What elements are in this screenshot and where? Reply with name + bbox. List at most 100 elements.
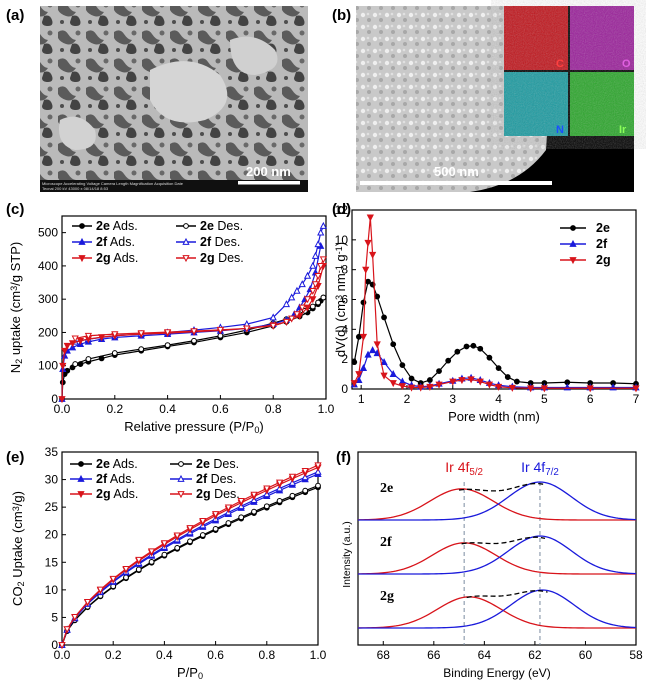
x-tick-label: 68 [377, 648, 391, 662]
x-tick-label: 0.8 [258, 648, 275, 662]
x-tick-label: 3 [449, 392, 456, 406]
data-point [351, 359, 358, 366]
panel-label-c: (c) [6, 201, 24, 218]
data-point [289, 492, 296, 499]
data-point [282, 300, 291, 308]
data-point [111, 350, 118, 356]
data-point [238, 514, 245, 521]
panel-label-a: (a) [6, 7, 24, 24]
sem-eds-image: C O N Ir 500 nm [356, 6, 634, 192]
legend-entry: 2e Des. [196, 457, 239, 471]
data-point [61, 347, 69, 355]
data-point [216, 326, 225, 334]
series-line [61, 297, 324, 400]
data-point [435, 381, 443, 389]
data-point [514, 378, 520, 385]
data-point [96, 586, 105, 594]
tem-info-values: Tecnai 200 kV 43000 x 08/14/18 8:53 [42, 186, 109, 191]
data-point [317, 228, 325, 236]
data-point [293, 286, 301, 294]
legend-entry: 2f Des. [196, 472, 236, 486]
data-point [309, 296, 317, 304]
data-point [355, 375, 363, 383]
sem-scale-bar [360, 181, 552, 185]
data-point [586, 385, 594, 393]
data-point [76, 337, 85, 345]
data-point [426, 377, 433, 383]
data-point [389, 380, 397, 388]
data-point [309, 303, 316, 310]
series-line [353, 280, 637, 385]
data-point [135, 566, 142, 573]
data-point [263, 503, 270, 510]
data-point [563, 383, 571, 391]
sample-label: 2e [380, 481, 393, 496]
data-point [138, 346, 145, 352]
legend-marker [569, 239, 577, 247]
x-tick-label: 2 [404, 392, 411, 406]
series-line [61, 464, 319, 646]
legend-marker [177, 474, 185, 482]
data-point [445, 357, 452, 364]
legend-entry: 2f [596, 237, 608, 251]
data-point [355, 333, 362, 340]
data-point [309, 287, 317, 295]
x-axis-label: Binding Energy (eV) [443, 666, 550, 680]
data-point [301, 467, 309, 475]
data-point [458, 377, 466, 385]
data-point [317, 263, 325, 270]
data-point [288, 293, 296, 301]
legend-entry: 2e Des. [200, 219, 243, 233]
panel-label-d: (d) [332, 201, 351, 218]
tem-scale-label: 200 nm [246, 164, 291, 179]
envelope-fit [466, 590, 548, 599]
data-point [164, 342, 171, 348]
data-point [609, 383, 617, 391]
legend-marker [177, 491, 185, 499]
data-point [190, 328, 198, 336]
x-axis-label: Pore width (nm) [448, 409, 540, 424]
data-point [319, 256, 327, 264]
legend-entry: 2g Ads. [96, 487, 138, 501]
data-point [250, 491, 258, 499]
data-point [293, 311, 301, 319]
x-tick-label: 4 [495, 392, 502, 406]
data-point [454, 348, 461, 355]
data-point [359, 364, 368, 372]
data-point [365, 278, 371, 285]
y-axis-label: Intensity (a.u.) [341, 521, 353, 588]
legend-marker [78, 461, 84, 467]
x-tick-label: 0.4 [156, 648, 173, 662]
data-point [71, 614, 79, 622]
y-tick-label: 35 [45, 445, 59, 459]
y-axis-label: dV(d) (cm3 nm-1 g-1) [333, 242, 348, 357]
legend-entry: 2f Ads. [96, 235, 135, 249]
x-axis-label: P/P0 [177, 665, 203, 681]
data-point [463, 343, 470, 350]
x-tick-label: 0.2 [105, 648, 122, 662]
plot-frame [61, 451, 319, 646]
sample-label: 2f [380, 535, 392, 550]
x-tick-label: 64 [478, 648, 492, 662]
ir-4f72-component [358, 481, 637, 521]
chart-co2-isotherm: 0.0 0.2 0.4 0.6 0.8 1.0 0 5 10 15 20 25 30 35 P/P0 CO2 … [10, 445, 327, 681]
y-tick-label: 10 [335, 233, 349, 247]
x-axis-label: Relative pressure (P/P0) [124, 419, 263, 435]
data-point [276, 498, 283, 504]
series-line [353, 217, 636, 389]
data-point [237, 497, 245, 505]
data-point [632, 385, 640, 393]
data-point [302, 487, 309, 494]
legend-entry: 2e Ads. [96, 457, 138, 471]
legend-entry: 2g Des. [196, 487, 240, 501]
peak-label-5-2: Ir 4f5/2 [445, 459, 483, 478]
data-point [58, 642, 66, 650]
data-point [68, 340, 77, 348]
data-point [58, 396, 66, 404]
envelope-fit [461, 536, 546, 545]
x-tick-label: 0.6 [207, 648, 224, 662]
data-point [251, 508, 257, 515]
data-point [275, 479, 284, 487]
y-tick-label: 500 [38, 226, 58, 240]
data-point [390, 341, 397, 348]
